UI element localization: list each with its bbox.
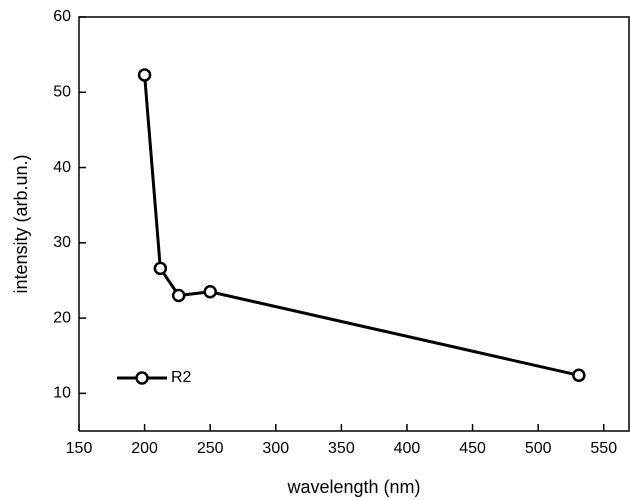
marker (572, 368, 586, 383)
y-tick-label: 10 (53, 385, 71, 402)
x-tick-label: 550 (590, 440, 617, 457)
plot-frame (78, 16, 630, 432)
x-tick-label: 150 (66, 440, 93, 457)
line (143, 74, 580, 377)
legend-marker (135, 371, 149, 385)
y-tick-label: 60 (53, 8, 71, 25)
y-tick-label: 30 (53, 234, 71, 251)
y-tick-label: 20 (53, 309, 71, 326)
marker (203, 284, 217, 299)
x-tick-label: 200 (131, 440, 158, 457)
x-axis-title: wavelength (nm) (286, 477, 420, 497)
x-tick-label: 500 (525, 440, 552, 457)
y-axis-title: intensity (arb.un.) (11, 154, 31, 293)
x-tick-label: 250 (197, 440, 224, 457)
marker (137, 68, 152, 82)
marker (171, 288, 186, 303)
x-tick-label: 450 (459, 440, 486, 457)
x-tick-label: 400 (394, 440, 421, 457)
y-tick-label: 50 (53, 83, 71, 100)
x-tick-label: 300 (262, 440, 289, 457)
legend-label: R2 (171, 369, 192, 386)
x-tick-label: 350 (328, 440, 355, 457)
y-tick-label: 40 (53, 159, 71, 176)
marker (153, 261, 168, 276)
